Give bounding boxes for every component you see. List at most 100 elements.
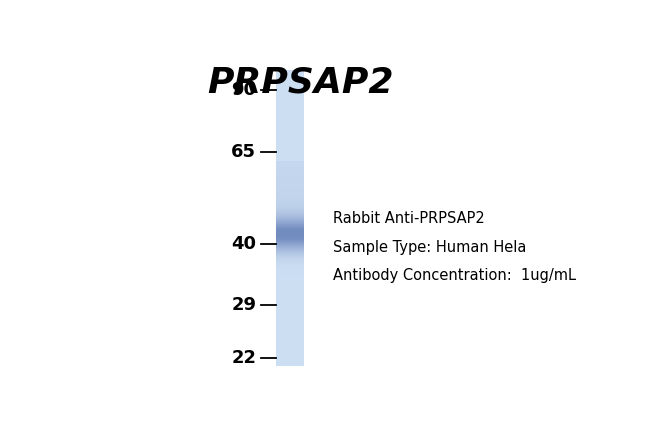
- Bar: [276, 187, 304, 188]
- Bar: [276, 93, 304, 94]
- Bar: [276, 222, 304, 223]
- Bar: [276, 341, 304, 342]
- Bar: [276, 268, 304, 269]
- Bar: [276, 277, 304, 278]
- Bar: [276, 105, 304, 106]
- Bar: [276, 108, 304, 109]
- Bar: [276, 83, 304, 84]
- Bar: [276, 273, 304, 274]
- Bar: [276, 196, 304, 197]
- Bar: [276, 253, 304, 254]
- Bar: [276, 335, 304, 336]
- Bar: [276, 256, 304, 257]
- Bar: [276, 281, 304, 282]
- Text: 40: 40: [231, 235, 256, 253]
- Bar: [276, 197, 304, 198]
- Bar: [276, 302, 304, 303]
- Bar: [276, 279, 304, 280]
- Bar: [276, 122, 304, 123]
- Bar: [276, 288, 304, 289]
- Bar: [276, 225, 304, 226]
- Bar: [276, 155, 304, 156]
- Bar: [276, 265, 304, 266]
- Bar: [276, 107, 304, 108]
- Bar: [276, 214, 304, 215]
- Bar: [276, 224, 304, 225]
- Bar: [276, 342, 304, 343]
- Bar: [276, 246, 304, 247]
- Bar: [276, 110, 304, 111]
- Bar: [276, 282, 304, 283]
- Bar: [276, 254, 304, 255]
- Bar: [276, 180, 304, 181]
- Bar: [276, 212, 304, 213]
- Bar: [276, 120, 304, 121]
- Bar: [276, 116, 304, 118]
- Text: Antibody Concentration:  1ug/mL: Antibody Concentration: 1ug/mL: [333, 268, 576, 283]
- Bar: [276, 336, 304, 338]
- Bar: [276, 172, 304, 173]
- Bar: [276, 143, 304, 144]
- Bar: [276, 189, 304, 190]
- Bar: [276, 88, 304, 89]
- Bar: [276, 106, 304, 107]
- Bar: [276, 276, 304, 277]
- Bar: [276, 209, 304, 210]
- Bar: [276, 295, 304, 296]
- Bar: [276, 242, 304, 243]
- Bar: [276, 125, 304, 126]
- Bar: [276, 236, 304, 238]
- Bar: [276, 297, 304, 298]
- Bar: [276, 207, 304, 208]
- Bar: [276, 181, 304, 182]
- Text: 22: 22: [231, 349, 256, 367]
- Bar: [276, 316, 304, 317]
- Bar: [276, 220, 304, 221]
- Bar: [276, 321, 304, 322]
- Bar: [276, 356, 304, 358]
- Bar: [276, 210, 304, 211]
- Bar: [276, 211, 304, 212]
- Bar: [276, 245, 304, 246]
- Bar: [276, 103, 304, 104]
- Bar: [276, 91, 304, 92]
- Bar: [276, 296, 304, 297]
- Bar: [276, 269, 304, 270]
- Bar: [276, 174, 304, 175]
- Bar: [276, 137, 304, 139]
- Bar: [276, 119, 304, 120]
- Bar: [276, 202, 304, 203]
- Bar: [276, 188, 304, 189]
- Bar: [276, 77, 304, 78]
- Bar: [276, 238, 304, 239]
- Bar: [276, 280, 304, 281]
- Bar: [276, 213, 304, 214]
- Bar: [276, 363, 304, 365]
- Bar: [276, 239, 304, 240]
- Bar: [276, 146, 304, 147]
- Bar: [276, 121, 304, 122]
- Bar: [276, 84, 304, 85]
- Bar: [276, 249, 304, 250]
- Text: 29: 29: [231, 296, 256, 314]
- Bar: [276, 250, 304, 252]
- Bar: [276, 257, 304, 259]
- Bar: [276, 162, 304, 163]
- Bar: [276, 327, 304, 328]
- Bar: [276, 328, 304, 329]
- Bar: [276, 317, 304, 318]
- Bar: [276, 352, 304, 353]
- Bar: [276, 326, 304, 327]
- Bar: [276, 73, 304, 74]
- Bar: [276, 313, 304, 314]
- Bar: [276, 255, 304, 256]
- Bar: [276, 194, 304, 195]
- Bar: [276, 299, 304, 300]
- Bar: [276, 104, 304, 105]
- Bar: [276, 315, 304, 316]
- Bar: [276, 362, 304, 363]
- Bar: [276, 305, 304, 306]
- Bar: [276, 71, 304, 72]
- Bar: [276, 163, 304, 164]
- Bar: [276, 165, 304, 166]
